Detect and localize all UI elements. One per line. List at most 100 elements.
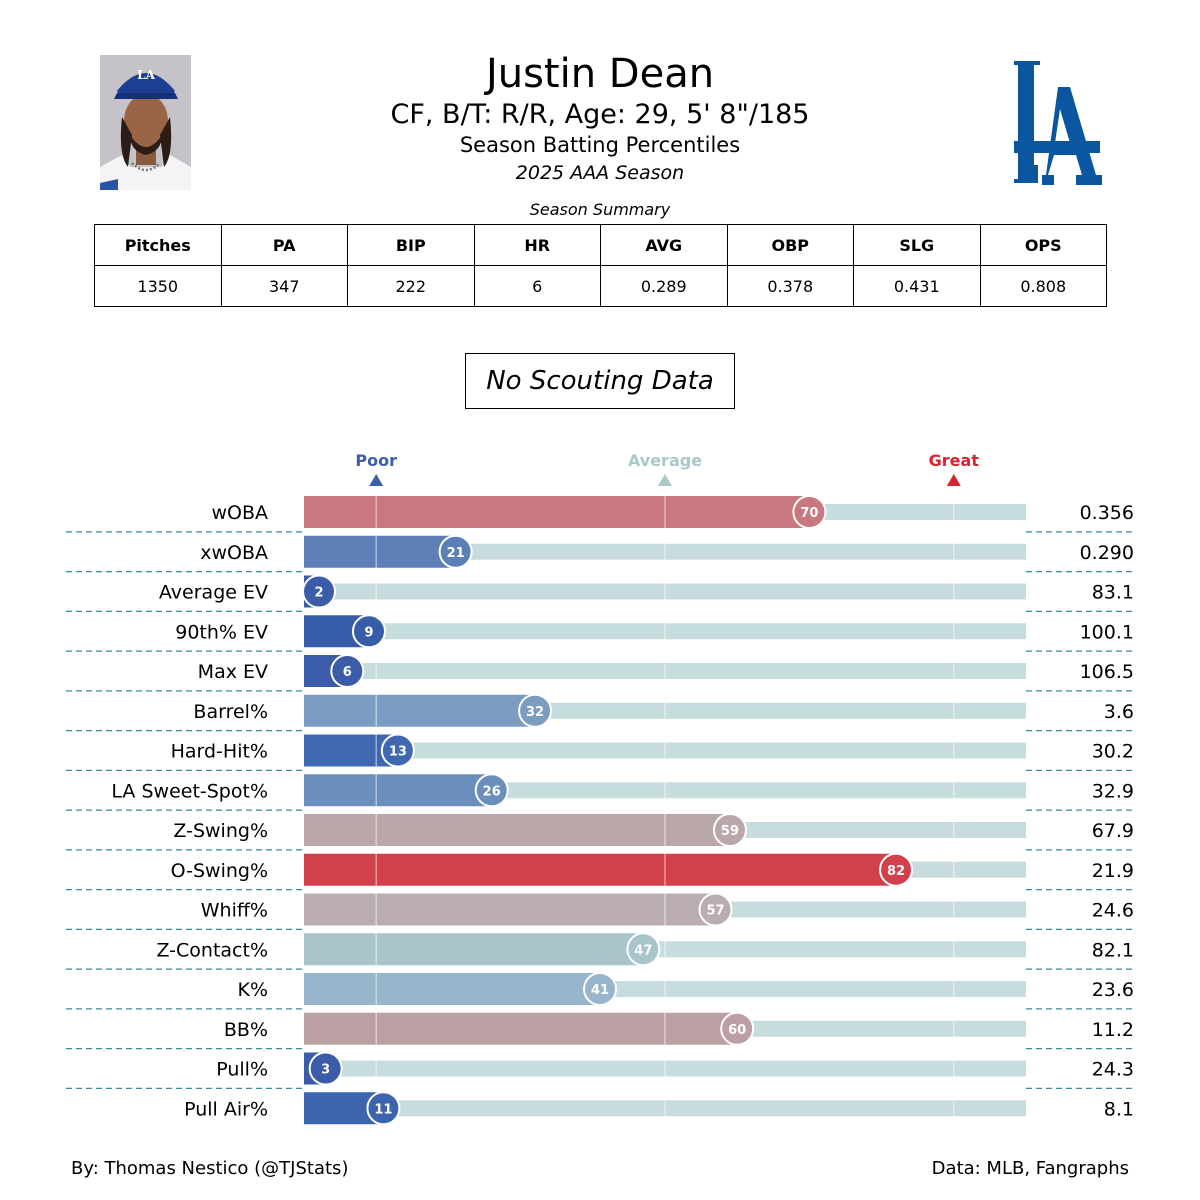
percentile-label-whiff: 57 [706, 904, 724, 919]
summary-header-hr: HR [473, 224, 601, 266]
player-photo: LA [100, 55, 191, 190]
stat-label-xwoba: xwOBA [200, 542, 268, 564]
summary-value-hr: 6 [473, 265, 601, 307]
player-name: Justin Dean [485, 51, 715, 97]
stat-label-woba: wOBA [211, 502, 268, 524]
stat-value-90th-ev: 100.1 [1080, 621, 1134, 643]
percentile-label-woba: 70 [800, 506, 818, 521]
data-source: Data: MLB, Fangraphs [931, 1158, 1129, 1179]
stat-label-barrel: Barrel% [193, 701, 268, 723]
percentile-badge-90th-ev [351, 614, 386, 649]
percentile-badge-pull-air [366, 1091, 401, 1126]
percentile-label-z-swing: 59 [721, 824, 739, 839]
summary-value-pa: 347 [220, 265, 348, 307]
percentile-bar-barrel [304, 694, 536, 727]
percentile-chart: Poor Average Great wOBA 0.356 xwOBA 0.290 Avera… [66, 451, 1134, 1126]
percentile-label-barrel: 32 [526, 705, 544, 720]
legend-marker-great-icon [946, 474, 961, 486]
stat-label-la-sweet-spot: LA Sweet-Spot% [111, 780, 268, 802]
percentile-badge-hard-hit [380, 733, 415, 768]
stat-label-o-swing: O-Swing% [171, 860, 268, 882]
stat-value-woba: 0.356 [1080, 502, 1134, 524]
stat-value-average-ev: 83.1 [1092, 582, 1134, 604]
summary-header-obp: OBP [726, 224, 854, 266]
legend-label-poor: Poor [355, 451, 397, 470]
legend-label-average: Average [628, 451, 702, 470]
percentile-label-la-sweet-spot: 26 [483, 784, 501, 799]
stat-label-z-swing: Z-Swing% [173, 820, 268, 842]
stat-value-la-sweet-spot: 32.9 [1092, 780, 1134, 802]
stat-value-pull: 24.3 [1092, 1059, 1134, 1081]
summary-value-pitches: 1350 [94, 265, 222, 307]
author-credit: By: Thomas Nestico (@TJStats) [71, 1158, 349, 1179]
summary-header-pa: PA [220, 224, 348, 266]
summary-header-bip: BIP [347, 224, 475, 266]
cap-logo: LA [137, 68, 155, 82]
percentile-badge-whiff [698, 892, 733, 927]
summary-value-row: 1350 347 222 6 0.289 0.378 0.431 0.808 [94, 265, 1107, 307]
percentile-label-z-contact: 47 [634, 943, 652, 958]
percentile-badge-z-swing [712, 813, 747, 847]
legend-marker-poor-icon [369, 474, 384, 486]
percentile-bar-bb [304, 1012, 738, 1045]
stat-value-k: 23.6 [1092, 979, 1134, 1001]
stat-label-pull: Pull% [216, 1059, 268, 1081]
stat-value-whiff: 24.6 [1092, 900, 1134, 922]
percentile-label-bb: 60 [728, 1023, 746, 1038]
stat-label-whiff: Whiff% [201, 900, 268, 922]
percentile-badge-max-ev [330, 654, 365, 688]
percentile-label-90th-ev: 9 [364, 625, 373, 640]
stat-value-z-contact: 82.1 [1092, 939, 1134, 961]
stat-label-bb: BB% [224, 1019, 268, 1041]
summary-value-slg: 0.431 [853, 265, 981, 307]
percentile-badge-z-contact [626, 932, 661, 967]
summary-header-slg: SLG [853, 224, 981, 266]
legend-label-great: Great [929, 451, 980, 470]
summary-value-ops: 0.808 [979, 265, 1107, 307]
percentile-label-pull-air: 11 [374, 1102, 392, 1117]
percentile-badge-la-sweet-spot [474, 773, 509, 808]
summary-header-ops: OPS [979, 224, 1107, 266]
player-info: CF, B/T: R/R, Age: 29, 5' 8"/185 [390, 99, 810, 130]
stat-label-pull-air: Pull Air% [184, 1098, 268, 1120]
stat-label-max-ev: Max EV [198, 661, 268, 683]
stat-label-k: K% [237, 979, 268, 1001]
stat-value-z-swing: 67.9 [1092, 820, 1134, 842]
percentile-bar-o-swing [304, 853, 897, 886]
stat-label-hard-hit: Hard-Hit% [171, 741, 268, 763]
legend-marker-average-icon [658, 474, 672, 486]
percentile-bar-xwoba [304, 535, 456, 568]
summary-value-obp: 0.378 [726, 265, 854, 307]
percentile-bar-woba [304, 496, 810, 528]
percentile-bar-z-contact [304, 933, 644, 966]
stat-value-hard-hit: 30.2 [1092, 741, 1134, 763]
scouting-data-box: No Scouting Data [465, 353, 735, 409]
percentile-bar-la-sweet-spot [304, 774, 492, 807]
stat-label-z-contact: Z-Contact% [156, 939, 268, 961]
percentile-badge-bb [720, 1011, 755, 1046]
percentile-bar-k [304, 973, 601, 1005]
stat-value-barrel: 3.6 [1104, 701, 1134, 723]
percentile-bar-whiff [304, 893, 716, 926]
percentile-label-hard-hit: 13 [389, 745, 407, 760]
percentile-label-xwoba: 21 [447, 546, 465, 561]
stat-label-90th-ev: 90th% EV [175, 621, 268, 643]
percentile-label-o-swing: 82 [887, 864, 905, 879]
season-label: 2025 AAA Season [515, 162, 685, 184]
percentile-label-average-ev: 2 [314, 586, 323, 601]
percentile-label-pull: 3 [321, 1063, 330, 1078]
stat-label-average-ev: Average EV [159, 582, 268, 604]
summary-value-bip: 222 [347, 265, 475, 307]
summary-header-row: Pitches PA BIP HR AVG OBP SLG OPS [94, 224, 1107, 266]
stat-value-xwoba: 0.290 [1080, 542, 1134, 564]
season-summary-table: Pitches PA BIP HR AVG OBP SLG OPS 1350 3… [94, 224, 1107, 307]
percentile-label-k: 41 [591, 983, 609, 998]
report-title: Season Batting Percentiles [459, 133, 741, 157]
percentile-bar-z-swing [304, 814, 730, 846]
summary-value-avg: 0.289 [600, 265, 728, 307]
stat-value-o-swing: 21.9 [1092, 860, 1134, 882]
percentile-badge-average-ev [302, 574, 336, 609]
stat-value-max-ev: 106.5 [1080, 661, 1134, 683]
percentile-badge-pull [308, 1051, 343, 1086]
summary-caption: Season Summary [529, 200, 671, 219]
